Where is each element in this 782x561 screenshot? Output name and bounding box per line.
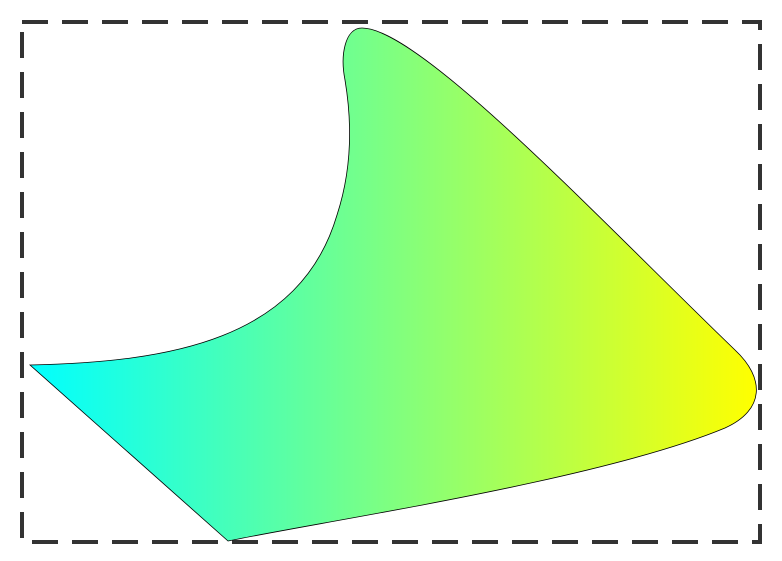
gradient-shape bbox=[28, 27, 757, 542]
dashed-bounding-frame bbox=[20, 20, 762, 544]
